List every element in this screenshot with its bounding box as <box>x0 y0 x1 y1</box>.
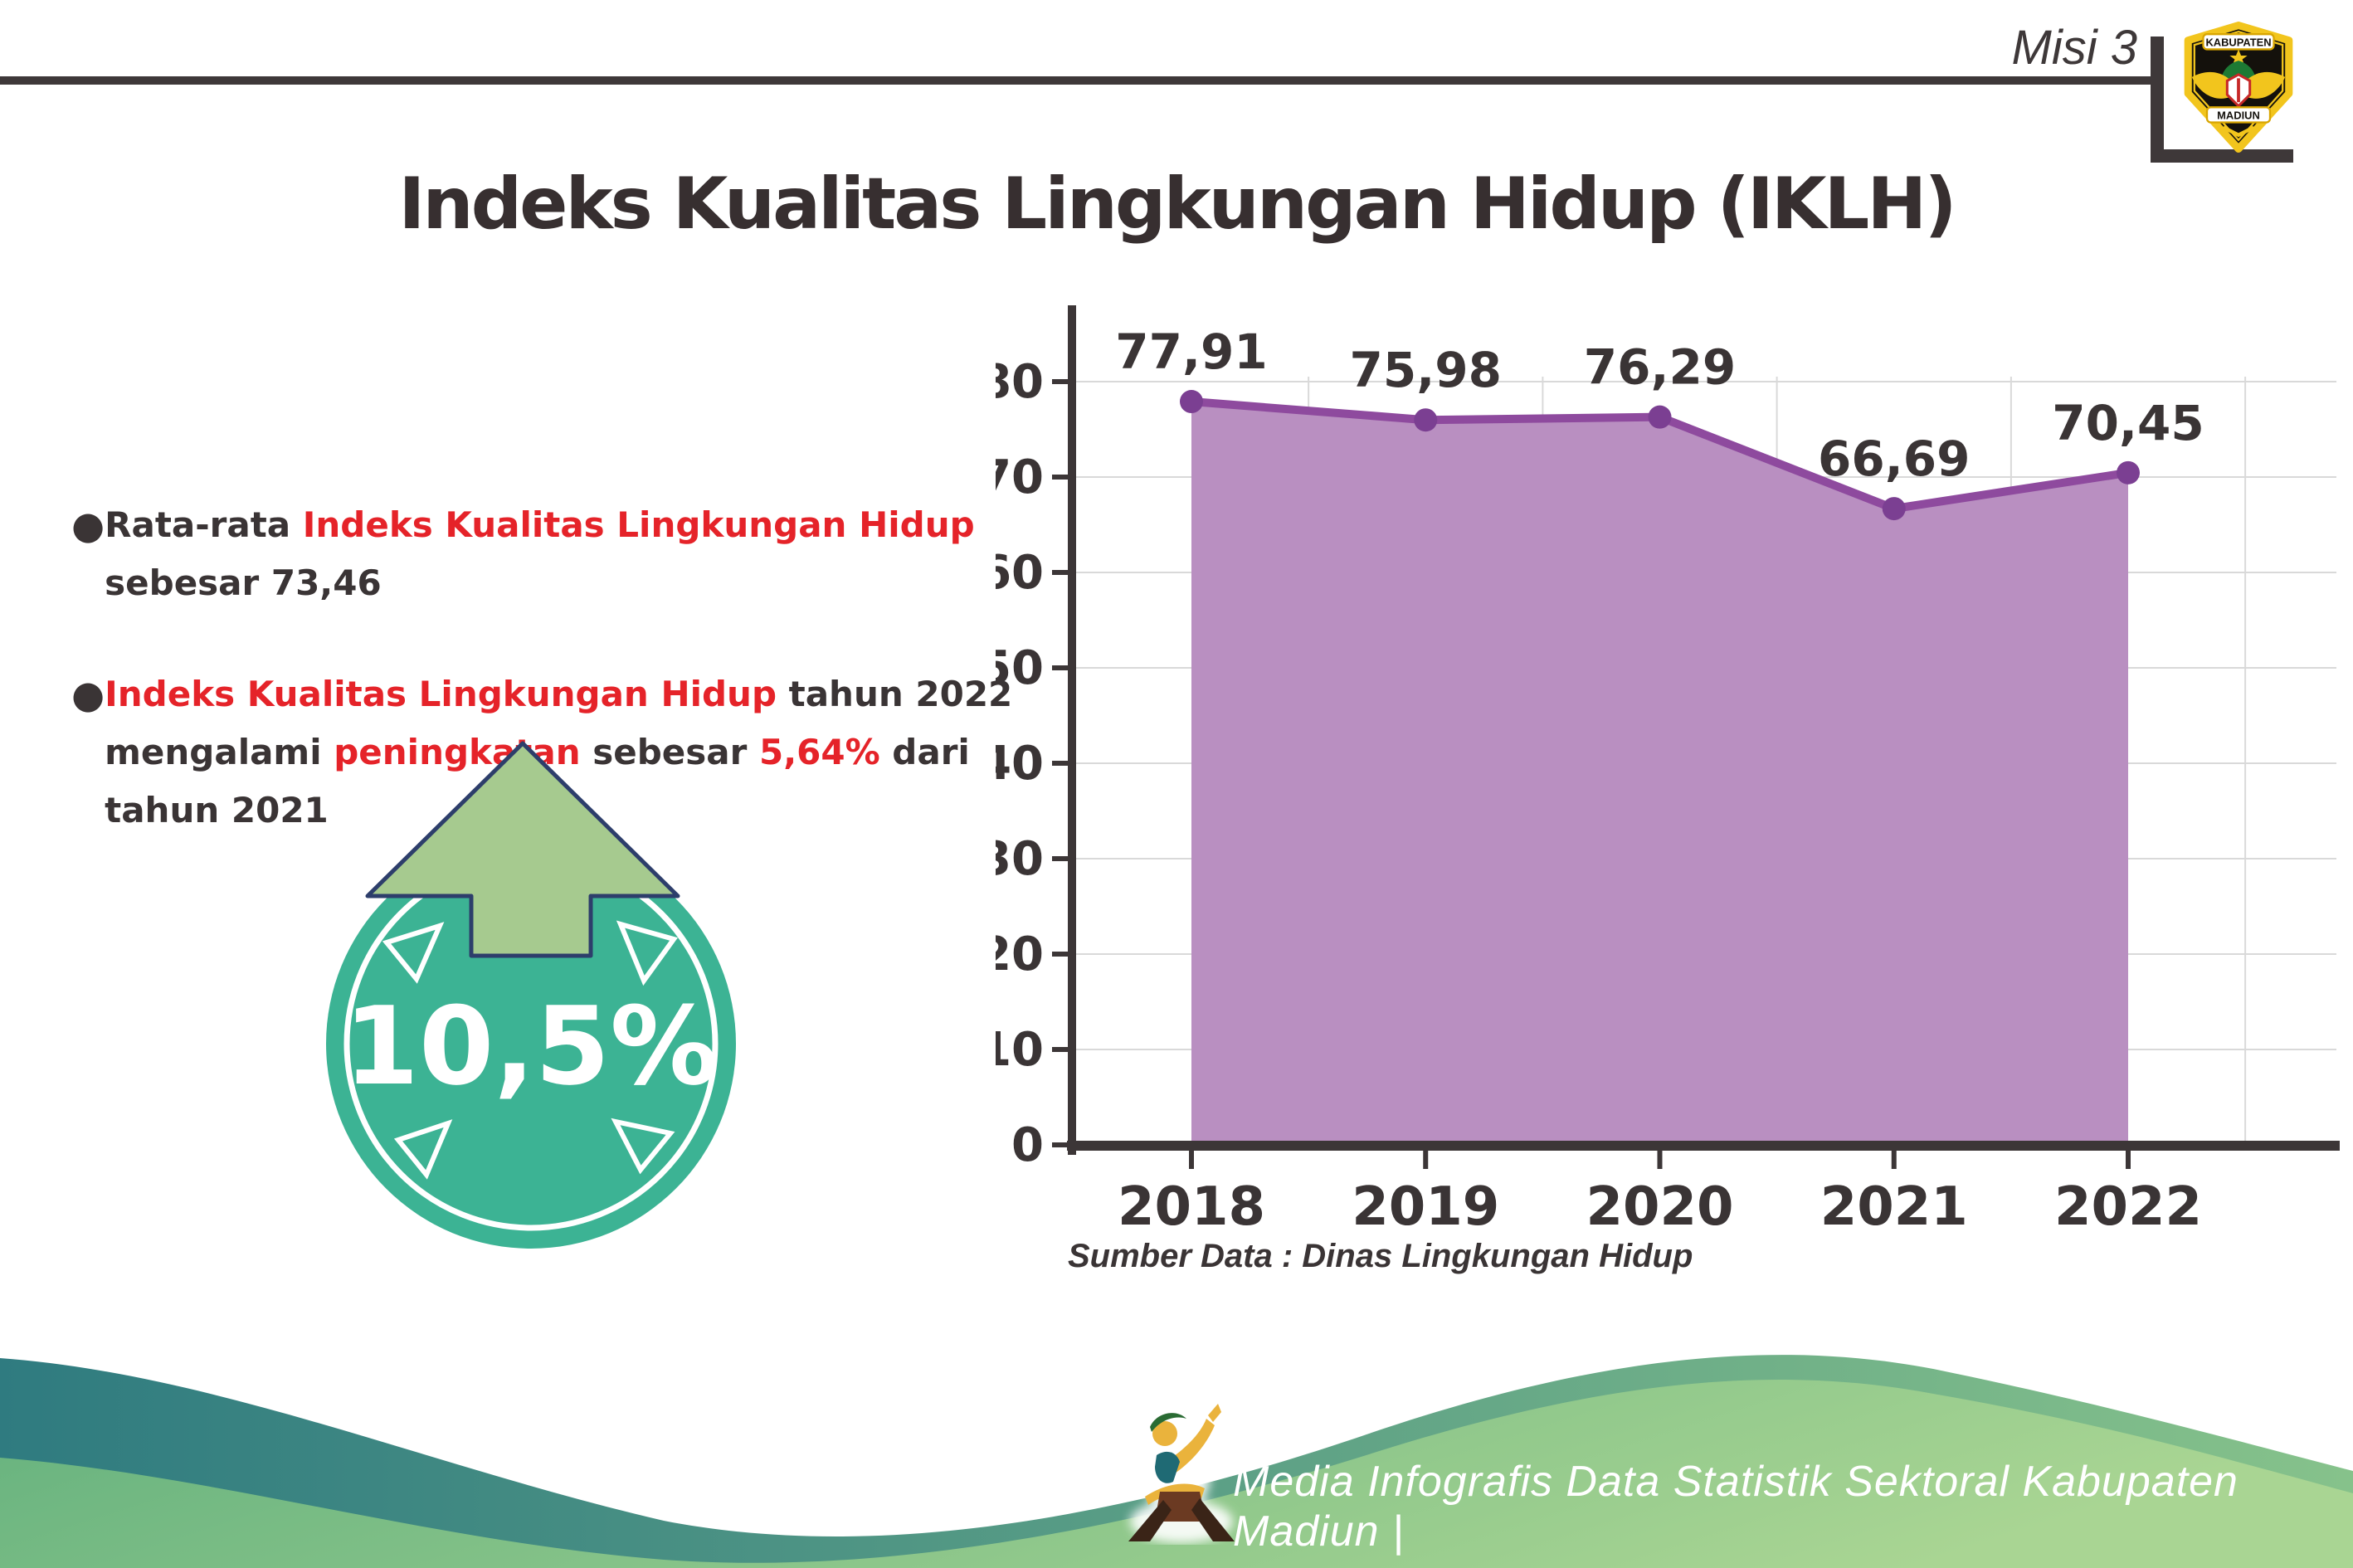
badge-tick-sw <box>393 1119 453 1180</box>
y-tick <box>1052 1047 1068 1052</box>
data-label: 70,45 <box>2052 395 2204 451</box>
y-tick <box>1052 856 1068 861</box>
dancer-mascot-icon <box>1128 1404 1235 1543</box>
data-label: 75,98 <box>1350 342 1502 398</box>
page-title: Indeks Kualitas Lingkungan Hidup (IKLH) <box>398 162 1956 246</box>
mascot-left-leg <box>1128 1500 1172 1541</box>
data-point <box>2117 460 2140 485</box>
data-label: 66,69 <box>1818 431 1970 487</box>
bullet-text: Rata-rata Indeks Kualitas Lingkungan Hid… <box>105 496 975 612</box>
text-segment: sebesar <box>580 732 759 772</box>
corner-bracket-horizontal <box>2151 149 2293 163</box>
badge-tick-ne <box>616 920 678 986</box>
data-point <box>1414 408 1438 432</box>
logo-star-icon <box>2229 49 2248 66</box>
increase-badge: 10,5% <box>326 741 736 1249</box>
misi-label: Misi 3 <box>2011 21 2137 75</box>
x-tick-label: 2022 <box>2054 1176 2202 1238</box>
badge-circle <box>326 839 736 1249</box>
y-tick-label: 80 <box>996 355 1044 409</box>
footer-wave <box>0 1355 2353 1568</box>
up-arrow-icon <box>365 741 680 958</box>
text-segment: Indeks Kualitas Lingkungan Hidup <box>302 504 975 545</box>
data-point <box>1882 497 1906 521</box>
data-point <box>1180 390 1203 414</box>
data-label: 76,29 <box>1584 339 1736 396</box>
y-tick-label: 40 <box>996 737 1044 791</box>
iklh-area-chart: 0 10 20 30 40 50 60 70 80 2018 2019 2020 2021 2022 77,… <box>996 299 2353 1278</box>
text-segment: dari tahun 2021 <box>105 732 970 830</box>
logo-right-wing-icon <box>2247 71 2286 99</box>
x-tick-label: 2018 <box>1118 1176 1265 1238</box>
mascot-sash <box>1155 1451 1180 1483</box>
logo-left-wing-icon <box>2191 71 2230 99</box>
mascot-right-leg <box>1191 1498 1235 1541</box>
text-segment: Indeks Kualitas Lingkungan Hidup <box>105 674 777 714</box>
x-tick <box>1891 1151 1897 1169</box>
x-tick <box>2126 1151 2131 1169</box>
list-item: ● Rata-rata Indeks Kualitas Lingkungan H… <box>71 496 1133 612</box>
text-segment: 5,64% <box>758 732 880 772</box>
y-tick <box>1052 665 1068 670</box>
y-tick <box>1052 1142 1068 1147</box>
y-tick-label: 0 <box>1011 1118 1044 1172</box>
y-tick <box>1052 570 1068 575</box>
y-tick <box>1052 952 1068 957</box>
mascot-cap <box>1150 1413 1186 1432</box>
y-tick-label: 10 <box>996 1023 1044 1077</box>
bullet-dot-icon: ● <box>71 672 105 717</box>
kabupaten-madiun-logo: KABUPATEN MADIUN <box>2184 22 2293 153</box>
mascot-head <box>1152 1421 1177 1446</box>
bullet-dot-icon: ● <box>71 503 105 548</box>
data-label: 77,91 <box>1115 324 1267 380</box>
logo-bottom-banner <box>2205 106 2272 124</box>
text-segment: Rata-rata <box>105 504 303 545</box>
y-axis-line <box>1068 305 1076 1155</box>
badge-tick-se <box>611 1118 675 1175</box>
badge-tick-nw <box>382 922 445 984</box>
mascot-arm <box>1168 1419 1215 1473</box>
text-segment: tahun 2022 mengalami <box>105 674 1013 772</box>
y-tick-label: 70 <box>996 450 1044 504</box>
data-point <box>1648 405 1672 429</box>
x-tick <box>1657 1151 1663 1169</box>
footer-caption: Media Infografis Data Statistik Sektoral… <box>1233 1458 2239 1556</box>
logo-top-text: KABUPATEN <box>2205 37 2271 49</box>
y-tick-label: 20 <box>996 928 1044 981</box>
logo-top-banner <box>2202 33 2275 51</box>
text-segment: sebesar 73,46 <box>105 562 382 603</box>
x-tick-label: 2020 <box>1586 1176 1733 1238</box>
x-tick <box>1189 1151 1194 1169</box>
y-tick <box>1052 379 1068 384</box>
y-tick-label: 30 <box>996 832 1044 886</box>
corner-bracket-vertical <box>2151 37 2164 161</box>
x-tick-label: 2019 <box>1352 1176 1499 1238</box>
y-tick-label: 60 <box>996 546 1044 600</box>
x-axis-line <box>1067 1141 2340 1151</box>
y-tick <box>1052 475 1068 480</box>
area-fill <box>1191 402 2128 1145</box>
chart-source: Sumber Data : Dinas Lingkungan Hidup <box>1068 1238 1693 1274</box>
badge-value: 10,5% <box>343 983 718 1109</box>
x-tick <box>1423 1151 1429 1169</box>
y-tick-label: 50 <box>996 641 1044 695</box>
header-rule <box>0 76 2157 85</box>
footer-wave-front <box>0 1379 2353 1568</box>
logo-bottom-text: MADIUN <box>2217 110 2260 122</box>
x-tick-label: 2021 <box>1820 1176 1968 1238</box>
y-tick <box>1052 761 1068 766</box>
